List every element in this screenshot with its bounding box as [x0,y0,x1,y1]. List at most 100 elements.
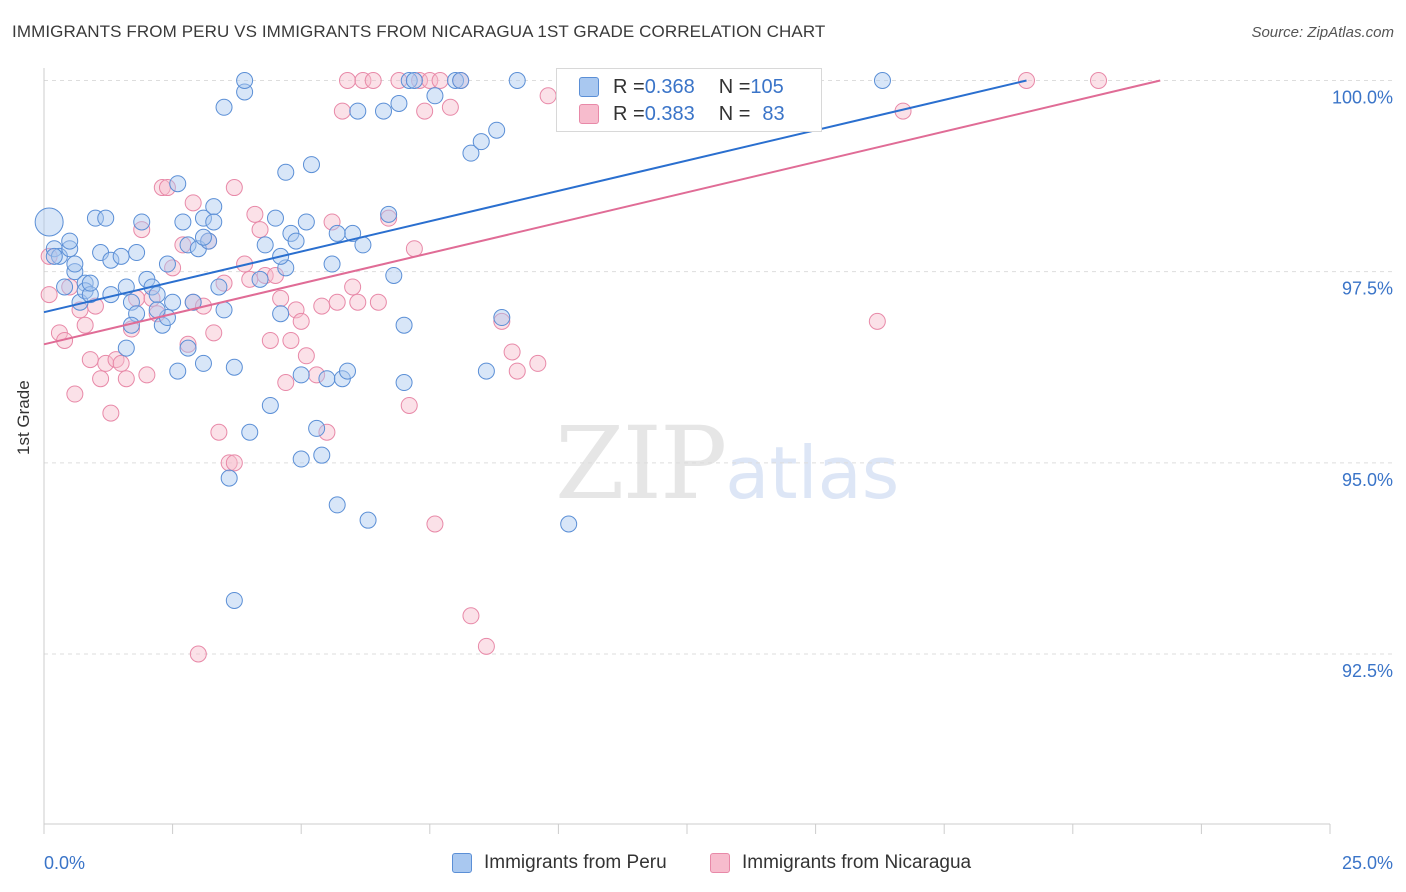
nicaragua-point [328,293,346,311]
peru-point [272,305,290,323]
peru-point [97,209,115,227]
nicaragua-point [292,312,310,330]
nicaragua-point [508,362,526,380]
nicaragua-point [539,87,557,105]
y-tick-label: 92.5% [1342,661,1393,681]
nicaragua-r-label: R = [613,102,645,125]
nicaragua-point [369,293,387,311]
peru-point [462,144,480,162]
peru-point [873,72,891,89]
peru-swatch [579,77,599,97]
nicaragua-point [380,209,398,227]
nicaragua-point [1090,72,1108,89]
y-tick-label: 95.0% [1342,470,1393,490]
nicaragua-point [210,423,228,441]
nicaragua-points [40,72,1108,663]
peru-point [308,419,326,437]
nicaragua-point [81,351,99,369]
nicaragua-point [477,637,495,655]
axes [43,68,1331,834]
nicaragua-point [333,102,351,120]
nicaragua-point [416,102,434,120]
peru-point [560,515,578,533]
nicaragua-point [225,454,243,472]
nicaragua-n-label: N = [718,102,751,125]
peru-point [117,339,135,357]
peru-point [194,354,212,372]
peru-point [86,209,104,227]
nicaragua-point [205,324,223,342]
nicaragua-point [493,312,511,330]
nicaragua-point [400,396,418,414]
peru-point [508,72,526,89]
peru-r-label: R = [613,75,645,98]
peru-point [328,496,346,514]
trend-lines [43,79,1161,346]
peru-point [472,133,490,151]
peru-trend-line [43,79,1027,314]
nicaragua-n-value: 83 [762,102,785,125]
watermark: ZIPatlas [555,405,899,522]
nicaragua-point [117,370,135,388]
nicaragua-point [97,354,115,372]
watermark-atlas: atlas [725,431,900,515]
peru-point [34,207,64,237]
nicaragua-point [76,316,94,334]
nicaragua-r-value: 0.383 [644,102,695,125]
nicaragua-point [411,72,429,89]
peru-point [112,247,130,265]
nicaragua-point [261,331,279,349]
peru-point [225,358,243,376]
peru-point [251,270,269,288]
nicaragua-point [441,98,459,116]
nicaragua-point [220,454,238,472]
source-credit: Source: ZipAtlas.com [1251,24,1394,41]
peru-point [390,94,408,112]
nicaragua-legend-swatch [710,853,730,873]
x-tick-label-max: 25.0% [1342,853,1393,873]
nicaragua-point [313,297,331,315]
legend-row-nicaragua: R = 0.383 N = 83 [579,102,785,126]
peru-point [277,163,295,181]
nicaragua-point [189,645,207,663]
peru-point [169,175,187,193]
peru-point [66,255,84,273]
peru-point [477,362,495,380]
watermark-zip: ZIP [555,405,727,522]
peru-point [220,469,238,487]
peru-point [349,102,367,120]
peru-n-value: 105 [750,75,784,98]
peru-point [395,374,413,392]
peru-point [318,370,336,388]
peru-point [158,255,176,273]
peru-point [205,198,223,216]
peru-point [323,255,341,273]
peru-point [380,205,398,223]
peru-n-label: N = [718,75,751,98]
peru-points [34,72,891,609]
nicaragua-point [338,72,356,89]
nicaragua-point [364,72,382,89]
nicaragua-swatch [579,104,599,124]
peru-point [292,450,310,468]
nicaragua-point [390,72,408,89]
nicaragua-point [349,293,367,311]
nicaragua-point [138,366,156,384]
peru-point [56,278,74,296]
peru-point [297,213,315,231]
peru-point [194,228,212,246]
peru-point [236,72,254,89]
peru-point [426,87,444,105]
chart-title: IMMIGRANTS FROM PERU VS IMMIGRANTS FROM … [12,22,826,41]
peru-point [344,224,362,242]
peru-point [128,244,146,262]
peru-point [61,232,79,250]
peru-point [81,274,99,292]
legend-item-nicaragua: Immigrants from Nicaragua [710,852,971,874]
peru-point [266,209,284,227]
grid [44,80,1392,655]
peru-point [174,213,192,231]
peru-point [452,72,470,89]
peru-point [359,511,377,529]
peru-point [395,316,413,334]
